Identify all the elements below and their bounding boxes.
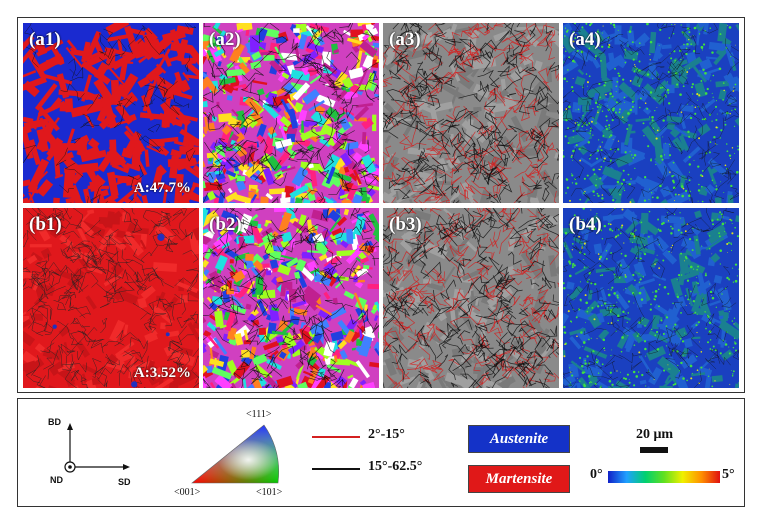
ipf-101-label: <101> xyxy=(256,487,283,498)
panel-label: (a4) xyxy=(569,29,601,50)
panel-a4: (a4) xyxy=(563,23,739,203)
boundary-high-label: 15°-62.5° xyxy=(368,459,423,474)
martensite-label: Martensite xyxy=(485,470,553,487)
panel-label: (b3) xyxy=(389,214,422,235)
panel-label: (a3) xyxy=(389,29,421,50)
ipf-triangle xyxy=(191,424,279,484)
panel-a2: (a2) xyxy=(203,23,379,203)
panel-b4: (b4) xyxy=(563,208,739,388)
panel-b2: (b2) xyxy=(203,208,379,388)
panel-label: (b1) xyxy=(29,214,62,235)
martensite-swatch: Martensite xyxy=(468,465,570,493)
panel-label: (b2) xyxy=(209,214,242,235)
austenite-label: Austenite xyxy=(489,430,549,447)
axes-diagram xyxy=(64,423,130,473)
map-image xyxy=(23,208,199,388)
panel-a3: (a3) xyxy=(383,23,559,203)
ipf-111-label: <111> xyxy=(246,409,272,420)
panel-b1: (b1) A:3.52% xyxy=(23,208,199,388)
map-image xyxy=(563,23,739,203)
map-image xyxy=(203,208,379,388)
map-image xyxy=(23,23,199,203)
kam-colorbar xyxy=(608,471,720,483)
austenite-swatch: Austenite xyxy=(468,425,570,453)
map-image xyxy=(563,208,739,388)
panel-label: (a1) xyxy=(29,29,61,50)
panel-a1: (a1) A:47.7% xyxy=(23,23,199,203)
sd-label: SD xyxy=(118,477,131,487)
austenite-fraction: A:3.52% xyxy=(133,365,191,381)
austenite-fraction: A:47.7% xyxy=(133,180,191,196)
colorbar-min-label: 0° xyxy=(590,467,603,482)
nd-label: ND xyxy=(50,475,63,485)
panel-label: (b4) xyxy=(569,214,602,235)
micrograph-grid: (a1) A:47.7% (a2) (a3) (a4) (b1) A:3.52%… xyxy=(17,17,745,393)
map-image xyxy=(383,208,559,388)
boundary-high-swatch xyxy=(312,468,360,470)
map-image xyxy=(383,23,559,203)
panel-b3: (b3) xyxy=(383,208,559,388)
scale-bar-label: 20 μm xyxy=(636,427,674,442)
scale-bar xyxy=(640,447,668,453)
colorbar-max-label: 5° xyxy=(722,467,735,482)
boundary-low-swatch xyxy=(312,436,360,438)
legend-box: BD ND SD <111> <001> <101> 2°-15° 15°-62 xyxy=(17,398,745,507)
panel-label: (a2) xyxy=(209,29,241,50)
ipf-001-label: <001> xyxy=(174,487,201,498)
map-image xyxy=(203,23,379,203)
boundary-low-label: 2°-15° xyxy=(368,427,405,442)
bd-label: BD xyxy=(48,417,61,427)
